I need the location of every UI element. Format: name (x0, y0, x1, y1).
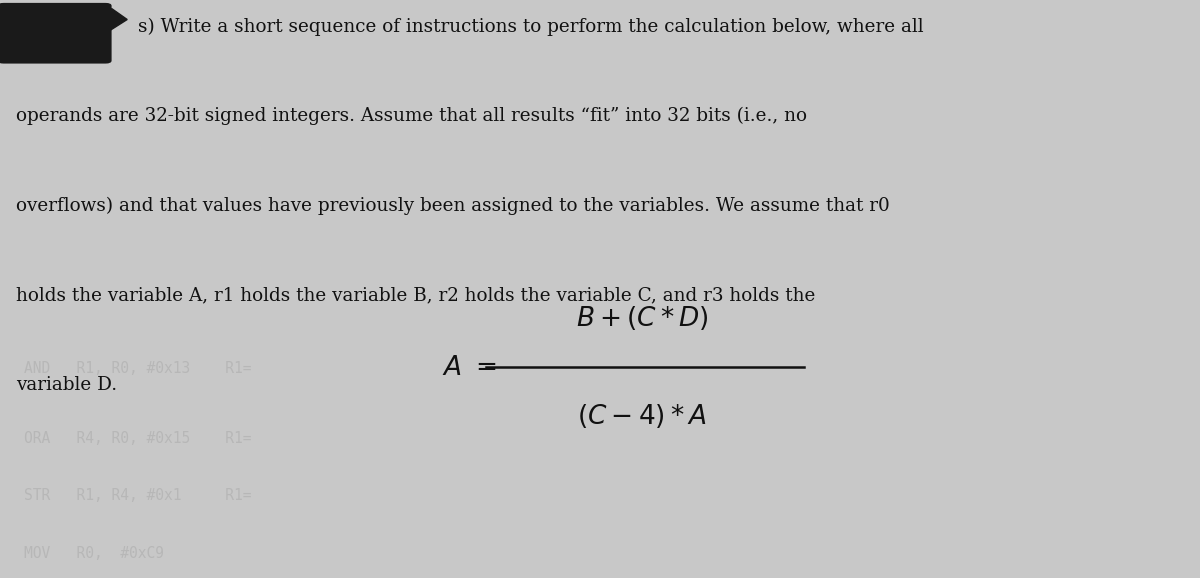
Text: s) Write a short sequence of instructions to perform the calculation below, wher: s) Write a short sequence of instruction… (138, 17, 924, 36)
Text: AND   R1, R0, #0x13    R1=: AND R1, R0, #0x13 R1= (24, 361, 252, 376)
Polygon shape (106, 9, 127, 33)
Text: overflows) and that values have previously been assigned to the variables. We as: overflows) and that values have previous… (16, 197, 889, 215)
Text: variable D.: variable D. (16, 376, 116, 394)
Text: holds the variable A, r1 holds the variable B, r2 holds the variable C, and r3 h: holds the variable A, r1 holds the varia… (16, 286, 815, 304)
Text: $A\ =$: $A\ =$ (442, 354, 496, 380)
Text: MOV   R0,  #0xC9: MOV R0, #0xC9 (24, 546, 164, 561)
Text: operands are 32-bit signed integers. Assume that all results “fit” into 32 bits : operands are 32-bit signed integers. Ass… (16, 107, 806, 125)
FancyBboxPatch shape (0, 3, 112, 64)
Text: STR   R1, R4, #0x1     R1=: STR R1, R4, #0x1 R1= (24, 488, 252, 503)
Text: ORA   R4, R0, #0x15    R1=: ORA R4, R0, #0x15 R1= (24, 431, 252, 446)
Text: $B + (C * D)$: $B + (C * D)$ (576, 304, 708, 332)
Text: $(C - 4) * A$: $(C - 4) * A$ (577, 402, 707, 430)
